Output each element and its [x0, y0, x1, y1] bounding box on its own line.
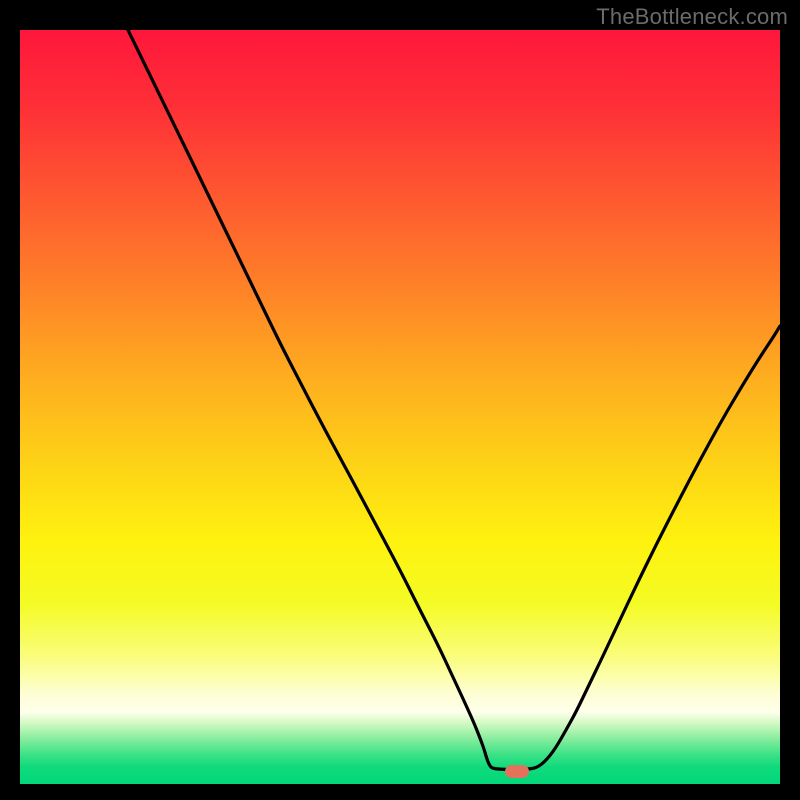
plot-area — [20, 30, 780, 784]
curve-layer — [20, 30, 780, 784]
bottleneck-curve — [128, 30, 780, 770]
watermark-text: TheBottleneck.com — [596, 4, 788, 30]
optimum-marker — [505, 765, 529, 778]
chart-container: TheBottleneck.com — [0, 0, 800, 800]
